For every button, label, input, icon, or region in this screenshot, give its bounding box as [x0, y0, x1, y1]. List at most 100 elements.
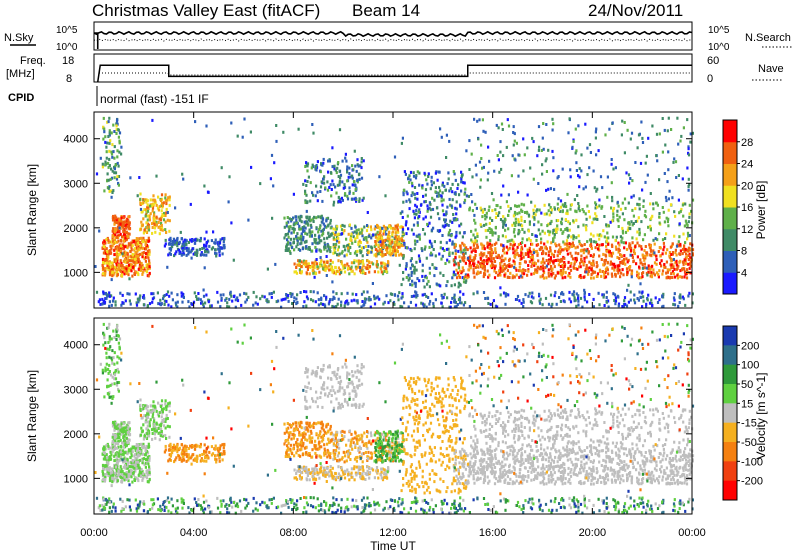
heatmap-cell — [670, 263, 673, 267]
heatmap-cell — [194, 120, 197, 124]
heatmap-cell — [138, 260, 141, 264]
heatmap-cell — [684, 247, 687, 251]
heatmap-cell — [514, 249, 517, 253]
heatmap-cell — [457, 183, 460, 187]
heatmap-cell — [152, 194, 155, 198]
heatmap-cell — [105, 464, 108, 468]
heatmap-cell — [373, 270, 376, 274]
heatmap-cell — [120, 152, 123, 156]
heatmap-cell — [443, 225, 446, 229]
heatmap-cell — [134, 460, 138, 464]
heatmap-cell — [553, 235, 556, 239]
heatmap-cell — [611, 266, 614, 270]
heatmap-cell — [353, 298, 356, 302]
heatmap-cell — [112, 214, 115, 218]
heatmap-cell — [160, 215, 163, 219]
heatmap-cell — [160, 222, 163, 225]
heatmap-cell — [524, 252, 527, 256]
heatmap-cell — [558, 252, 561, 255]
heatmap-cell — [130, 241, 133, 245]
heatmap-cell — [600, 234, 603, 238]
heatmap-cell — [467, 273, 470, 277]
heatmap-cell — [130, 263, 133, 267]
heatmap-cell — [365, 238, 368, 242]
heatmap-cell — [187, 247, 190, 251]
heatmap-cell — [372, 262, 375, 266]
heatmap-cell — [110, 303, 113, 307]
heatmap-cell — [511, 276, 514, 280]
heatmap-cell — [460, 175, 463, 179]
heatmap-cell — [601, 205, 604, 209]
heatmap-cell — [518, 269, 521, 273]
heatmap-cell — [388, 225, 391, 229]
heatmap-cell — [633, 298, 636, 302]
heatmap-cell — [120, 220, 123, 223]
heatmap-cell — [517, 153, 520, 157]
heatmap-cell — [490, 192, 494, 195]
heatmap-cell — [562, 240, 565, 244]
heatmap-cell — [484, 130, 487, 134]
heatmap-cell — [164, 214, 167, 217]
heatmap-cell — [121, 469, 124, 473]
heatmap-cell — [122, 243, 125, 247]
heatmap-cell — [145, 221, 148, 225]
heatmap-cell — [133, 257, 137, 261]
heatmap-cell — [119, 450, 122, 454]
heatmap-cell — [181, 242, 184, 246]
heatmap-cell — [631, 208, 634, 212]
heatmap-cell — [339, 224, 343, 228]
heatmap-cell — [411, 181, 414, 185]
heatmap-cell — [531, 291, 534, 295]
heatmap-cell — [307, 175, 310, 179]
heatmap-cell — [321, 216, 324, 220]
heatmap-cell — [412, 171, 415, 175]
heatmap-cell — [511, 223, 514, 227]
heatmap-cell — [483, 268, 486, 272]
heatmap-cell — [584, 122, 587, 126]
heatmap-cell — [290, 218, 293, 221]
heatmap-cell — [311, 230, 314, 234]
heatmap-cell — [532, 261, 535, 265]
heatmap-cell — [141, 240, 145, 244]
heatmap-cell — [335, 171, 338, 175]
heatmap-cell — [539, 265, 542, 269]
heatmap-cell — [146, 266, 149, 270]
heatmap-cell — [328, 159, 331, 163]
heatmap-cell — [117, 423, 120, 427]
heatmap-cell — [447, 233, 450, 237]
heatmap-cell — [638, 207, 641, 211]
heatmap-cell — [567, 131, 570, 135]
heatmap-cell — [168, 198, 171, 202]
heatmap-cell — [388, 237, 391, 241]
heatmap-cell — [319, 224, 322, 228]
heatmap-cell — [540, 237, 543, 241]
heatmap-cell — [673, 267, 676, 271]
heatmap-cell — [115, 473, 118, 477]
heatmap-cell — [444, 188, 447, 192]
heatmap-cell — [681, 252, 684, 256]
heatmap-cell — [169, 236, 172, 240]
heatmap-cell — [357, 173, 361, 177]
heatmap-cell — [564, 218, 567, 221]
heatmap-cell — [596, 187, 599, 191]
heatmap-cell — [452, 270, 455, 274]
heatmap-cell — [335, 305, 338, 308]
heatmap-cell — [105, 238, 108, 241]
heatmap-cell — [104, 457, 107, 461]
heatmap-cell — [232, 295, 236, 298]
heatmap-cell — [113, 477, 116, 481]
heatmap-cell — [108, 294, 111, 298]
heatmap-cell — [360, 246, 364, 250]
heatmap-cell — [679, 296, 682, 300]
heatmap-cell — [119, 438, 122, 442]
heatmap-cell — [483, 260, 486, 264]
heatmap-cell — [617, 304, 620, 308]
heatmap-cell — [124, 459, 127, 463]
heatmap-cell — [544, 246, 547, 250]
heatmap-cell — [661, 252, 664, 256]
heatmap-cell — [459, 269, 462, 273]
heatmap-cell — [613, 265, 616, 269]
heatmap-cell — [120, 273, 123, 277]
heatmap-cell — [167, 253, 170, 257]
heatmap-cell — [488, 227, 491, 230]
